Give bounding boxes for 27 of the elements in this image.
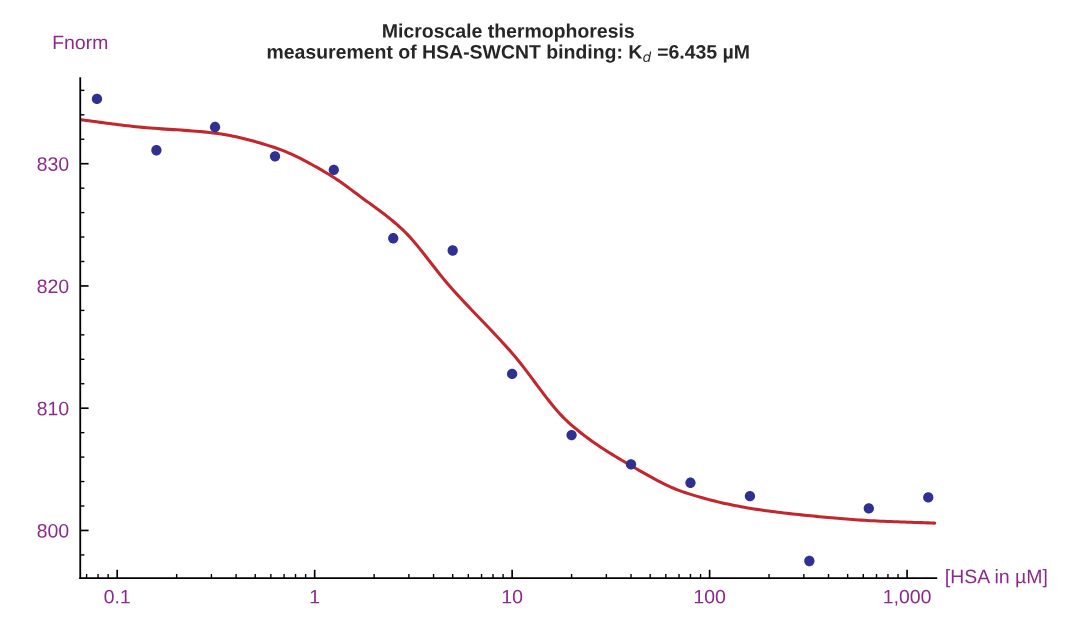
point (209, 121, 221, 133)
chart-title: Microscale thermophoresis measurement of HSA-SWCNT binding: K$_{d}$ =6.435 µM (267, 23, 749, 63)
point (91, 93, 103, 105)
y-axis-title: Fnorm (53, 35, 108, 50)
point (506, 368, 518, 380)
point (863, 503, 874, 514)
y-tick-label: 830 (37, 157, 69, 171)
x-tick-label: 1,000 (884, 589, 931, 606)
y-tick-label: 820 (37, 279, 69, 294)
point (625, 459, 637, 470)
y-tick-label: 800 (37, 523, 69, 538)
point (447, 245, 458, 256)
point (388, 233, 399, 244)
point (923, 492, 934, 503)
x-tick-label: 1 (310, 589, 320, 604)
point (151, 145, 162, 156)
y-tick-label: 810 (37, 401, 69, 416)
x-axis-title: [HSA in µM] (946, 569, 1047, 588)
point (328, 164, 339, 175)
x-tick-label: 10 (502, 589, 523, 604)
point (685, 477, 696, 488)
point (269, 151, 281, 162)
point (566, 429, 577, 441)
x-tick-label: 100 (694, 589, 726, 604)
x-tick-label: 0.1 (104, 589, 130, 604)
point (744, 491, 756, 502)
point (804, 555, 815, 567)
